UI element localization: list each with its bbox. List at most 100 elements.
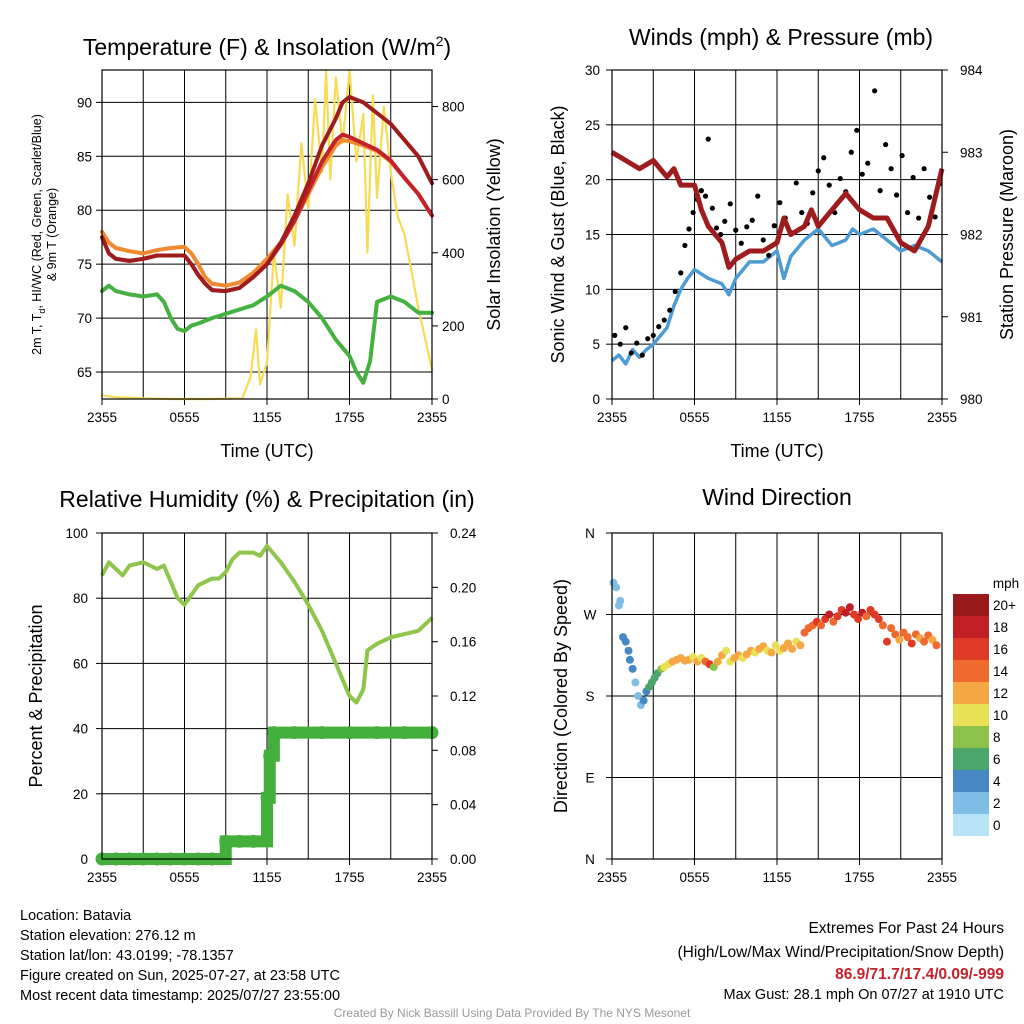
gust-point [744,224,750,230]
direction-point [713,657,722,666]
gust-point [690,209,696,216]
x-tick-label: 2355 [417,410,447,425]
direction-point [784,639,792,648]
gust-point [709,205,715,211]
chart-panel-1: 2355 0555 1155 1755 2355 65 70 75 80 85 90 0 200 400 6… [30,33,504,461]
y-tick-label: 20 [73,787,88,802]
plot-frame [101,69,433,400]
gust-point [661,317,667,323]
colorbar-swatch [953,726,989,748]
gust-point [682,242,688,249]
gust-point [656,324,662,330]
colorbar-swatch [953,616,989,638]
y-tick-label: 25 [585,118,600,133]
y2-tick-label: 980 [960,392,983,407]
x-tick-label: 2355 [927,870,957,885]
y2-tick-label: 984 [960,63,983,78]
colorbar-label: 20+ [993,598,1016,613]
figure-created: Figure created on Sun, 2025-07-27, at 23… [20,968,340,984]
colorbar-label: 4 [993,774,1001,789]
y-axis-title: Percent & Precipitation [26,604,46,787]
extremes-max-gust: Max Gust: 28.1 mph On 07/27 at 1910 UTC [723,987,1004,1003]
y-tick-label: 65 [77,365,92,380]
direction-point [771,641,780,650]
y-tick-label: 70 [77,311,92,326]
direction-point [625,655,634,664]
gust-point [645,336,651,342]
direction-point [862,612,871,621]
direction-point [639,696,648,705]
extremes-values: 86.9/71.7/17.4/0.09/-999 [835,966,1004,983]
gust-point [854,127,860,133]
gust-point [883,141,889,148]
station-elevation: Station elevation: 276.12 m [20,928,196,944]
gust-point [667,307,673,313]
direction-point [878,621,887,630]
chart-title: Winds (mph) & Pressure (mb) [629,24,933,50]
precip-point [343,726,356,740]
gust-point [916,215,922,221]
plot-frame [611,69,943,400]
credit-line: Created By Nick Bassill Using Data Provi… [333,1006,691,1020]
y-tick-label: 5 [592,337,600,352]
gust-point [749,217,755,223]
gust-point [777,200,783,206]
series-line [610,227,944,366]
x-axis-title: Time (UTC) [730,441,823,461]
colorbar-swatch [953,660,989,682]
direction-point [928,635,937,644]
colorbar-swatch [953,704,989,726]
y-tick-label: 0 [80,852,88,867]
y-tick-label: 40 [73,722,88,737]
y2-tick-label: 0.04 [450,798,477,813]
gust-point [872,88,878,94]
x-tick-label: 2355 [597,410,627,425]
y2-axis-title: Station Pressure (Maroon) [997,129,1017,340]
direction-point [920,637,929,646]
y2-tick-label: 0.08 [450,743,476,758]
chart-title: Relative Humidity (%) & Precipitation (i… [59,486,474,512]
colorbar-label: 18 [993,620,1008,635]
x-tick-label: 2355 [87,870,117,885]
y-tick-label: 80 [73,591,88,606]
colorbar-unit: mph [993,576,1019,591]
x-tick-label: 0555 [679,410,709,425]
gust-point [722,218,728,224]
direction-point [841,608,850,617]
gust-point [932,214,938,220]
gust-point [760,237,766,243]
direction-point [796,641,805,650]
direction-point [895,635,904,644]
x-tick-label: 1755 [334,870,364,885]
colorbar-swatch [953,748,989,770]
gust-point [837,175,843,182]
chart-title: Wind Direction [702,484,852,510]
precip-point [246,834,260,848]
x-tick-label: 1755 [844,410,874,425]
y-tick-label: 90 [77,95,92,110]
colorbar-swatch [953,814,989,836]
x-tick-label: 1755 [334,410,364,425]
series-line [610,150,945,270]
colorbar-label: 12 [993,686,1008,701]
gust-point [738,240,744,246]
series-line [100,544,434,705]
chart-panel-3: 2355 0555 1155 1755 2355 0 20 40 60 80 100 0.00 0.04… [26,486,477,885]
gust-point [927,194,933,200]
precip-point [315,726,329,740]
gust-point [755,193,761,199]
y-axis-title-line2: & 9m T (Orange) [45,188,59,281]
extremes-heading: Extremes For Past 24 Hours [808,920,1004,937]
gust-point [705,136,711,142]
y-axis-title: 2m T, Td, HI/WC (Red, Green, Scarlet/Blu… [30,114,47,355]
direction-point [709,663,718,672]
x-tick-label: 2355 [87,410,117,425]
direction-point [624,646,633,655]
direction-point [883,637,891,646]
direction-point [907,639,916,648]
y2-tick-label: 981 [960,310,983,325]
direction-point [767,648,776,657]
gust-point [678,270,684,276]
direction-point [932,641,941,650]
precip-point [263,749,277,763]
